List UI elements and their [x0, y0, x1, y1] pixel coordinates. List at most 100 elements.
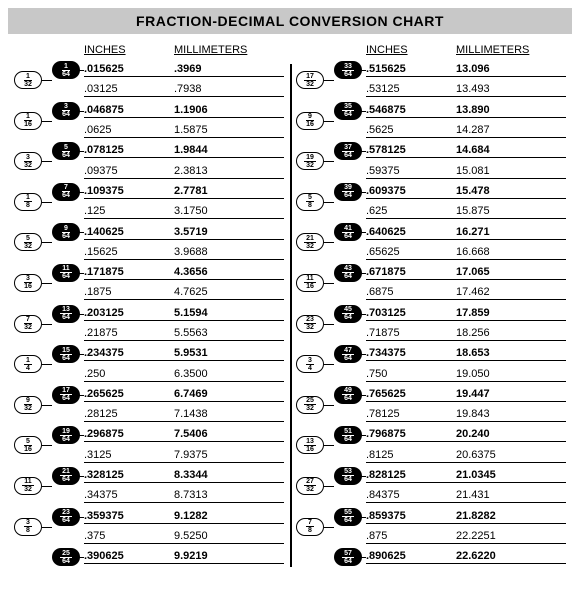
mm-value: 1.9844: [174, 144, 284, 158]
mm-value: 14.684: [456, 144, 566, 158]
inches-value: .6875: [366, 286, 456, 300]
fraction-cell: [14, 446, 84, 466]
mm-value: 15.081: [456, 165, 566, 179]
mm-value: 13.493: [456, 83, 566, 97]
mm-value: 16.668: [456, 246, 566, 260]
data-row: 2564.3906259.9219: [14, 547, 284, 567]
mm-value: 17.462: [456, 286, 566, 300]
fraction-cell: [296, 405, 366, 425]
column-headers: INCHESMILLIMETERS: [296, 44, 566, 56]
fraction-cell: 556478: [296, 507, 366, 527]
data-row: 396458.60937515.478: [296, 182, 566, 202]
black-fraction-bubble: 564: [52, 142, 80, 160]
black-fraction-bubble: 2164: [52, 467, 80, 485]
mm-value: 22.2251: [456, 530, 566, 544]
fraction-cell: 43641116: [296, 263, 366, 283]
data-row: .562514.287: [296, 121, 566, 141]
inches-value: .296875: [84, 428, 174, 442]
black-fraction-bubble: 4164: [334, 223, 362, 241]
data-row: 5764.89062522.6220: [296, 547, 566, 567]
inches-value: .046875: [84, 104, 174, 118]
left-column: INCHESMILLIMETERS164132.015625.3969.0312…: [8, 42, 290, 567]
mm-value: 17.859: [456, 307, 566, 321]
inches-value: .578125: [366, 144, 456, 158]
data-row: 49642532.76562519.447: [296, 385, 566, 405]
inches-value: .65625: [366, 246, 456, 260]
data-row: 1964516.2968757.5406: [14, 425, 284, 445]
right-column: INCHESMILLIMETERS33641732.51562513.096.5…: [290, 42, 572, 567]
mm-value: 14.287: [456, 124, 566, 138]
black-fraction-bubble: 3764: [334, 142, 362, 160]
fraction-cell: 1764932: [14, 385, 84, 405]
inches-value: .71875: [366, 327, 456, 341]
mm-value: 2.3813: [174, 165, 284, 179]
mm-value: .7938: [174, 83, 284, 97]
black-fraction-bubble: 2364: [52, 508, 80, 526]
data-row: .31257.9375: [14, 446, 284, 466]
fraction-cell: 1364732: [14, 304, 84, 324]
header-mm: MILLIMETERS: [174, 44, 284, 56]
fraction-cell: 37641932: [296, 141, 366, 161]
fraction-cell: [14, 243, 84, 263]
inches-value: .796875: [366, 428, 456, 442]
data-row: 564332.0781251.9844: [14, 141, 284, 161]
fraction-cell: [296, 324, 366, 344]
inches-value: .609375: [366, 185, 456, 199]
black-fraction-bubble: 4364: [334, 264, 362, 282]
fraction-cell: [14, 80, 84, 100]
inches-value: .734375: [366, 347, 456, 361]
mm-value: 19.050: [456, 368, 566, 382]
data-row: .1253.1750: [14, 202, 284, 222]
inches-value: .515625: [366, 63, 456, 77]
inches-value: .53125: [366, 83, 456, 97]
inches-value: .28125: [84, 408, 174, 422]
mm-value: 9.5250: [174, 530, 284, 544]
inches-value: .84375: [366, 489, 456, 503]
mm-value: 3.9688: [174, 246, 284, 260]
black-fraction-bubble: 964: [52, 223, 80, 241]
mm-value: 19.843: [456, 408, 566, 422]
inches-value: .1875: [84, 286, 174, 300]
data-row: .06251.5875: [14, 121, 284, 141]
mm-value: 15.478: [456, 185, 566, 199]
fraction-cell: 2564: [14, 547, 84, 567]
column-headers: INCHESMILLIMETERS: [14, 44, 284, 56]
black-fraction-bubble: 1764: [52, 386, 80, 404]
inches-value: .8125: [366, 449, 456, 463]
mm-value: 20.240: [456, 428, 566, 442]
inches-value: .546875: [366, 104, 456, 118]
fraction-cell: 564332: [14, 141, 84, 161]
mm-value: 7.5406: [174, 428, 284, 442]
fraction-cell: [14, 283, 84, 303]
mm-value: 15.875: [456, 205, 566, 219]
fraction-cell: [296, 121, 366, 141]
data-row: .218755.5563: [14, 324, 284, 344]
black-fraction-bubble: 4764: [334, 345, 362, 363]
mm-value: 1.1906: [174, 104, 284, 118]
mm-value: 3.5719: [174, 226, 284, 240]
inches-value: .171875: [84, 266, 174, 280]
inches-value: .328125: [84, 469, 174, 483]
data-row: 1764932.2656256.7469: [14, 385, 284, 405]
fraction-cell: [296, 161, 366, 181]
fraction-cell: 476434: [296, 344, 366, 364]
inches-value: .625: [366, 205, 456, 219]
inches-value: .828125: [366, 469, 456, 483]
chart-body: INCHESMILLIMETERS164132.015625.3969.0312…: [0, 42, 580, 567]
data-row: 45642332.70312517.859: [296, 304, 566, 324]
inches-value: .34375: [84, 489, 174, 503]
data-row: .8437521.431: [296, 486, 566, 506]
black-fraction-bubble: 5164: [334, 426, 362, 444]
mm-value: 5.5563: [174, 327, 284, 341]
data-row: 236438.3593759.1282: [14, 507, 284, 527]
fraction-cell: [14, 121, 84, 141]
fraction-cell: [14, 202, 84, 222]
fraction-cell: 1164316: [14, 263, 84, 283]
inches-value: .03125: [84, 83, 174, 97]
data-row: .343758.7313: [14, 486, 284, 506]
fraction-cell: [296, 527, 366, 547]
fraction-cell: 1964516: [14, 425, 84, 445]
data-row: 1164316.1718754.3656: [14, 263, 284, 283]
inches-value: .125: [84, 205, 174, 219]
mm-value: 20.6375: [456, 449, 566, 463]
